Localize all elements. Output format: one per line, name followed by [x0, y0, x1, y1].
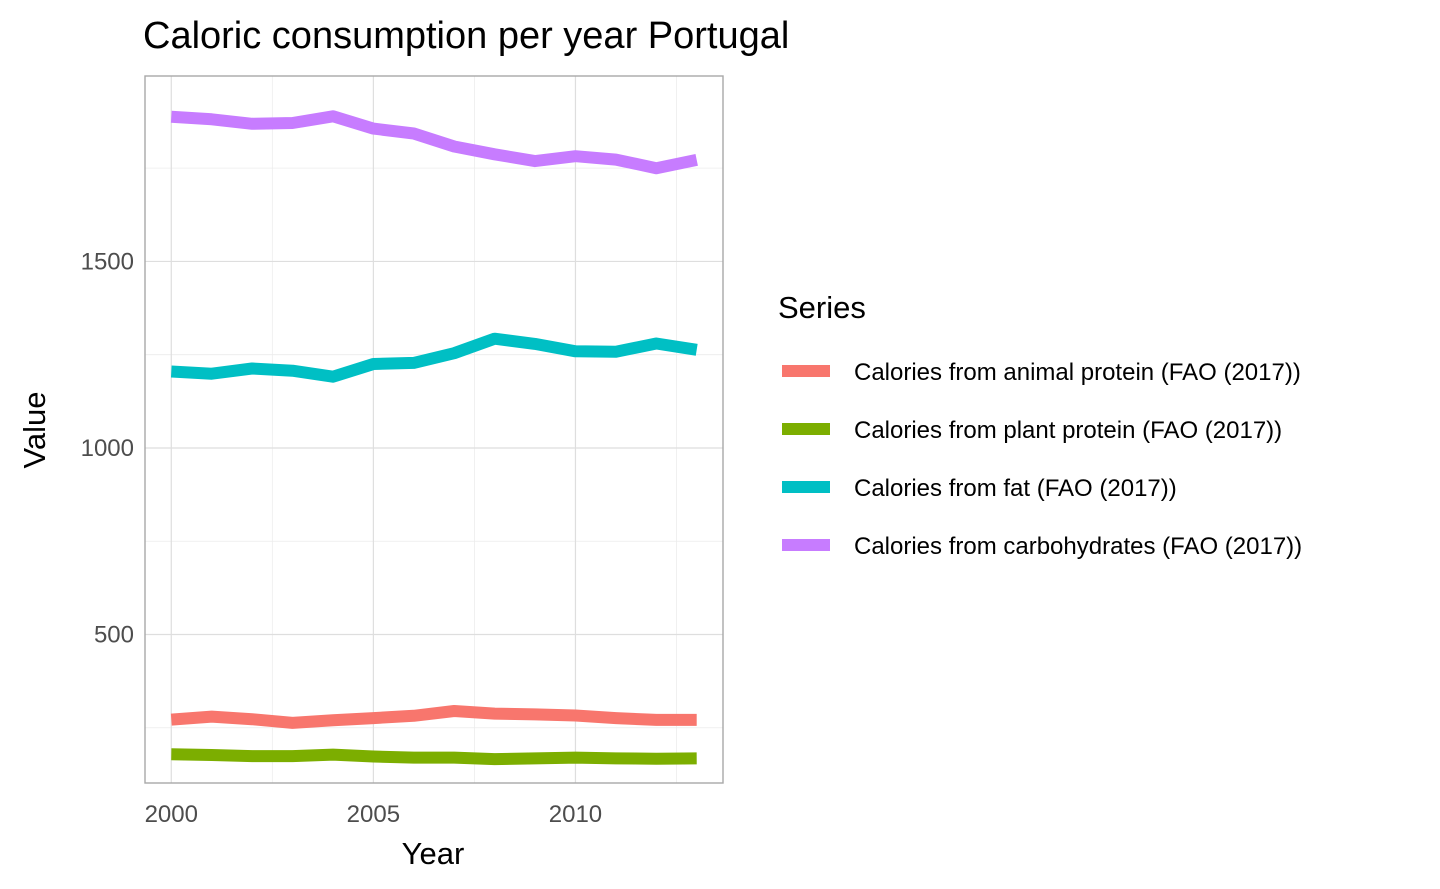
- plot-panel: [144, 75, 724, 784]
- y-tick-label: 500: [94, 622, 134, 649]
- series-line-4: [170, 110, 698, 175]
- chart-title: Caloric consumption per year Portugal: [143, 15, 789, 57]
- series-line-2: [171, 748, 697, 766]
- legend-label-2: Calories from plant protein (FAO (2017)): [854, 417, 1282, 444]
- series-lines: [170, 110, 698, 766]
- legend-title: Series: [778, 290, 866, 325]
- y-axis-title: Value: [17, 392, 52, 469]
- x-axis-ticks: 2000 2005 2010: [145, 801, 603, 828]
- x-tick-label: 2010: [549, 801, 602, 828]
- x-tick-label: 2000: [145, 801, 198, 828]
- legend-label-4: Calories from carbohydrates (FAO (2017)): [854, 533, 1302, 560]
- x-axis-title: Year: [402, 836, 465, 871]
- series-line-1: [170, 705, 697, 729]
- y-tick-label: 1500: [81, 248, 134, 275]
- y-tick-label: 1000: [81, 435, 134, 462]
- legend-label-3: Calories from fat (FAO (2017)): [854, 475, 1177, 502]
- series-line-3: [170, 332, 698, 383]
- legend: Series Calories from animal protein (FAO…: [778, 290, 1302, 560]
- legend-label-1: Calories from animal protein (FAO (2017)…: [854, 359, 1301, 386]
- grid: [145, 76, 723, 783]
- x-tick-label: 2005: [347, 801, 400, 828]
- y-axis-ticks: 500 1000 1500: [81, 248, 134, 648]
